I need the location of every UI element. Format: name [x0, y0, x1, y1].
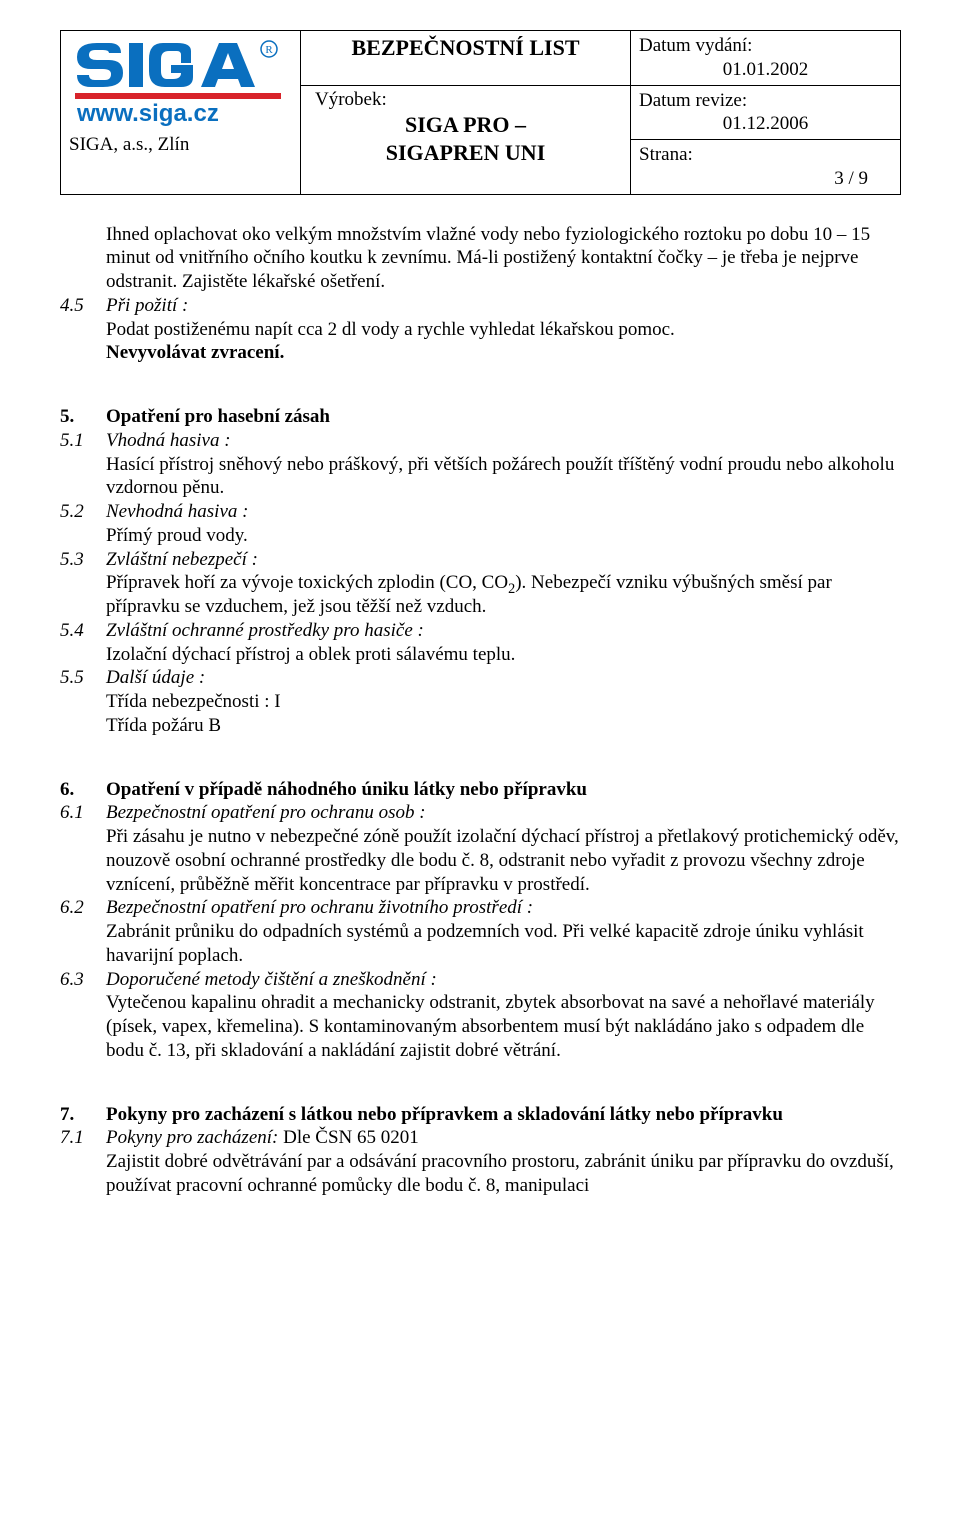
title-6-2: Bezpečnostní opatření pro ochranu životn…	[106, 896, 900, 920]
document-header: R www.siga.cz SIGA, a.s., Zlín BEZPEČNOS…	[60, 30, 901, 195]
num-7-1: 7.1	[60, 1126, 106, 1150]
item-6-3: 6.3 Doporučené metody čištění a zneškodn…	[60, 968, 900, 992]
item-5-2: 5.2 Nevhodná hasiva :	[60, 500, 900, 524]
num-5-4: 5.4	[60, 619, 106, 643]
num-5-3: 5.3	[60, 548, 106, 572]
item-5-4: 5.4 Zvláštní ochranné prostředky pro has…	[60, 619, 900, 643]
product-label: Výrobek:	[309, 88, 622, 112]
item-5-1: 5.1 Vhodná hasiva :	[60, 429, 900, 453]
body-7-1: Zajistit dobré odvětrávání par a odsáván…	[106, 1150, 900, 1198]
product-cell: Výrobek: SIGA PRO – SIGAPREN UNI	[301, 85, 631, 194]
num-6-3: 6.3	[60, 968, 106, 992]
title-5-2: Nevhodná hasiva :	[106, 500, 900, 524]
rev-date-value: 01.12.2006	[639, 112, 892, 136]
rev-date-cell: Datum revize: 01.12.2006	[631, 85, 901, 140]
num-6-2: 6.2	[60, 896, 106, 920]
page-value: 3 / 9	[639, 167, 892, 191]
num-5-5: 5.5	[60, 666, 106, 690]
title-7-1: Pokyny pro zacházení: Dle ČSN 65 0201	[106, 1126, 900, 1150]
svg-text:R: R	[265, 44, 273, 56]
title-5-5: Další údaje :	[106, 666, 900, 690]
item-4-5: 4.5 Při požití :	[60, 294, 900, 318]
page-label: Strana:	[639, 143, 892, 167]
issue-date-cell: Datum vydání: 01.01.2002	[631, 31, 901, 86]
body-4-5a: Podat postiženému napít cca 2 dl vody a …	[106, 318, 900, 342]
page-number-cell: Strana: 3 / 9	[631, 140, 901, 195]
title-6: Opatření v případě náhodného úniku látky…	[106, 778, 900, 802]
item-7-1: 7.1 Pokyny pro zacházení: Dle ČSN 65 020…	[60, 1126, 900, 1150]
item-5-3: 5.3 Zvláštní nebezpečí :	[60, 548, 900, 572]
body-6-2: Zabránit průniku do odpadních systémů a …	[106, 920, 900, 968]
logo-cell: R www.siga.cz SIGA, a.s., Zlín	[61, 31, 301, 195]
title-4-5: Při požití :	[106, 294, 900, 318]
body-4-5b: Nevyvolávat zvracení.	[106, 341, 900, 365]
body-6-1: Při zásahu je nutno v nebezpečné zóně po…	[106, 825, 900, 896]
num-5: 5.	[60, 405, 106, 429]
product-line1: SIGA PRO –	[309, 111, 622, 139]
body-5-2: Přímý proud vody.	[106, 524, 900, 548]
title-6-1: Bezpečnostní opatření pro ochranu osob :	[106, 801, 900, 825]
section-6-heading: 6. Opatření v případě náhodného úniku lá…	[60, 778, 900, 802]
issue-date-label: Datum vydání:	[639, 34, 892, 58]
body-5-3: Přípravek hoří za vývoje toxických zplod…	[106, 571, 900, 619]
section-4-eye-rinse: Ihned oplachovat oko velkým množstvím vl…	[106, 223, 900, 294]
section-7-heading: 7. Pokyny pro zacházení s látkou nebo př…	[60, 1103, 900, 1127]
title-6-3: Doporučené metody čištění a zneškodnění …	[106, 968, 900, 992]
title-5-3: Zvláštní nebezpečí :	[106, 548, 900, 572]
body-5-5a: Třída nebezpečnosti : I	[106, 690, 900, 714]
item-6-2: 6.2 Bezpečnostní opatření pro ochranu ži…	[60, 896, 900, 920]
body-5-4: Izolační dýchací přístroj a oblek proti …	[106, 643, 900, 667]
logo-url-text: www.siga.cz	[76, 100, 219, 127]
section-5-heading: 5. Opatření pro hasební zásah	[60, 405, 900, 429]
num-5-1: 5.1	[60, 429, 106, 453]
title-5-4: Zvláštní ochranné prostředky pro hasiče …	[106, 619, 900, 643]
body-6-3: Vytečenou kapalinu ohradit a mechanicky …	[106, 991, 900, 1062]
content: Ihned oplachovat oko velkým množstvím vl…	[60, 223, 900, 1198]
body-5-1: Hasící přístroj sněhový nebo práškový, p…	[106, 453, 900, 501]
rev-date-label: Datum revize:	[639, 89, 892, 113]
title-5-1: Vhodná hasiva :	[106, 429, 900, 453]
body-5-5b: Třída požáru B	[106, 714, 900, 738]
num-4-5: 4.5	[60, 294, 106, 318]
company-name: SIGA, a.s., Zlín	[69, 133, 292, 157]
issue-date-value: 01.01.2002	[639, 58, 892, 82]
item-6-1: 6.1 Bezpečnostní opatření pro ochranu os…	[60, 801, 900, 825]
title-7-1b: Dle ČSN 65 0201	[283, 1127, 419, 1148]
siga-logo: R www.siga.cz	[69, 37, 289, 133]
num-6-1: 6.1	[60, 801, 106, 825]
num-7: 7.	[60, 1103, 106, 1127]
title-5: Opatření pro hasební zásah	[106, 405, 900, 429]
page: R www.siga.cz SIGA, a.s., Zlín BEZPEČNOS…	[0, 0, 960, 1527]
title-7: Pokyny pro zacházení s látkou nebo přípr…	[106, 1103, 900, 1127]
num-5-2: 5.2	[60, 500, 106, 524]
doc-title: BEZPEČNOSTNÍ LIST	[301, 31, 631, 86]
item-5-5: 5.5 Další údaje :	[60, 666, 900, 690]
title-7-1a: Pokyny pro zacházení:	[106, 1127, 283, 1148]
product-line2: SIGAPREN UNI	[309, 139, 622, 167]
num-6: 6.	[60, 778, 106, 802]
body-5-3a: Přípravek hoří za vývoje toxických zplod…	[106, 572, 508, 593]
